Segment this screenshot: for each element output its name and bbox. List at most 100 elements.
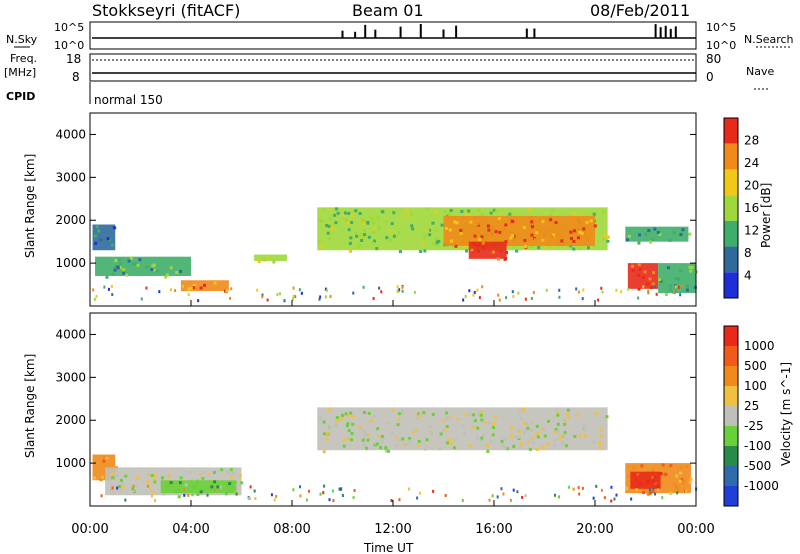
velocity-cell [514, 435, 518, 439]
velocity-cell [380, 439, 384, 443]
power-cell [134, 262, 138, 266]
power-cell [344, 218, 348, 222]
velocity-ground-cell [592, 496, 595, 500]
velocity-cell [566, 408, 570, 412]
power-ground-cell [582, 288, 585, 292]
velocity-cell [346, 437, 350, 441]
power-ground-cell [292, 286, 295, 290]
velocity-ground-cell [187, 493, 190, 497]
power-cell [693, 285, 697, 289]
velocity-cell [480, 410, 484, 414]
velocity-cell [528, 447, 532, 451]
power-cell [366, 221, 370, 225]
power-ground-cell [197, 299, 200, 303]
noise-right-tick-high: 10^5 [706, 21, 736, 34]
power-cell [473, 234, 477, 238]
power-ground-cell [401, 289, 404, 293]
velocity-ground-cell [124, 498, 127, 502]
velocity-cell [111, 476, 115, 480]
velocity-cell [357, 425, 361, 429]
velocity-cell [238, 474, 242, 478]
velocity-ground-cell [132, 484, 135, 488]
power-cell [653, 227, 657, 231]
power-cell [664, 293, 668, 297]
velocity-cell [650, 475, 654, 479]
velocity-ground-cell [418, 491, 421, 495]
x-tick-label: 00:00 [677, 522, 714, 537]
velocity-cell [121, 482, 125, 486]
velocity-cell [359, 427, 363, 431]
velocity-ground-cell [119, 488, 122, 492]
power-cell [480, 235, 484, 239]
velocity-cell [231, 471, 235, 475]
velocity-cell [535, 447, 539, 451]
velocity-cell [522, 407, 526, 411]
power-ground-cell [401, 285, 404, 289]
power-cell [469, 220, 473, 224]
power-colorbar-swatch [724, 220, 738, 247]
velocity-ground-cell [610, 499, 613, 503]
power-cell [528, 217, 532, 221]
power-cell [122, 271, 126, 275]
power-cell [658, 278, 662, 282]
power-ground-cell [642, 285, 645, 289]
power-ground-cell [681, 284, 684, 288]
velocity-cell [380, 434, 384, 438]
velocity-ground-cell [502, 492, 505, 496]
velocity-colorbar-tick: 100 [744, 379, 767, 393]
power-cell [637, 287, 641, 291]
velocity-cell [485, 444, 489, 448]
power-cell [557, 232, 561, 236]
power-cell [688, 265, 692, 269]
velocity-cell [656, 485, 660, 489]
power-cell [347, 228, 351, 232]
power-cell [150, 268, 154, 272]
power-cell [348, 241, 352, 245]
velocity-cell [319, 415, 323, 419]
power-cell [529, 244, 533, 248]
power-y-ticks: 4000 3000 2000 1000 [55, 127, 696, 270]
x-tick-label: 16:00 [475, 522, 512, 537]
y-tick-label: 2000 [55, 413, 86, 427]
velocity-ground-cell [509, 498, 512, 502]
power-cell [688, 232, 692, 236]
y-tick-label: 1000 [55, 256, 86, 270]
power-cell [443, 209, 447, 213]
velocity-cell [134, 484, 138, 488]
power-cell [370, 216, 374, 220]
power-colorbar-tick: 24 [744, 156, 759, 170]
power-cell [551, 233, 555, 237]
power-cell [423, 236, 427, 240]
velocity-cell [102, 459, 106, 463]
velocity-cell [566, 412, 570, 416]
velocity-ground-cell [319, 492, 322, 496]
velocity-cell [477, 412, 481, 416]
power-cell [498, 230, 502, 234]
power-ground-cell [110, 284, 113, 288]
velocity-cell [402, 442, 406, 446]
power-ground-cell [291, 297, 294, 301]
velocity-cell [377, 434, 381, 438]
power-cell [449, 208, 453, 212]
velocity-cell [578, 434, 582, 438]
power-ground-cell [673, 290, 676, 294]
power-cell [350, 214, 354, 218]
velocity-cell [327, 407, 331, 411]
power-ground-cell [653, 285, 656, 289]
power-cell [545, 229, 549, 233]
power-cell [421, 241, 425, 245]
velocity-colorbar-label: Velocity [m s^-1] [779, 362, 793, 466]
velocity-ground-cell [615, 493, 618, 497]
power-cell [372, 230, 376, 234]
velocity-cell [566, 415, 570, 419]
velocity-cell [328, 424, 332, 428]
power-cell [572, 239, 576, 243]
freq-panel-frame [89, 53, 697, 82]
power-cell [647, 229, 651, 233]
velocity-ground-cell [308, 489, 311, 493]
velocity-cell [213, 480, 217, 484]
velocity-cell [422, 411, 426, 415]
noise-panel-frame [89, 21, 697, 50]
velocity-cell [517, 435, 521, 439]
velocity-cell [153, 473, 157, 477]
